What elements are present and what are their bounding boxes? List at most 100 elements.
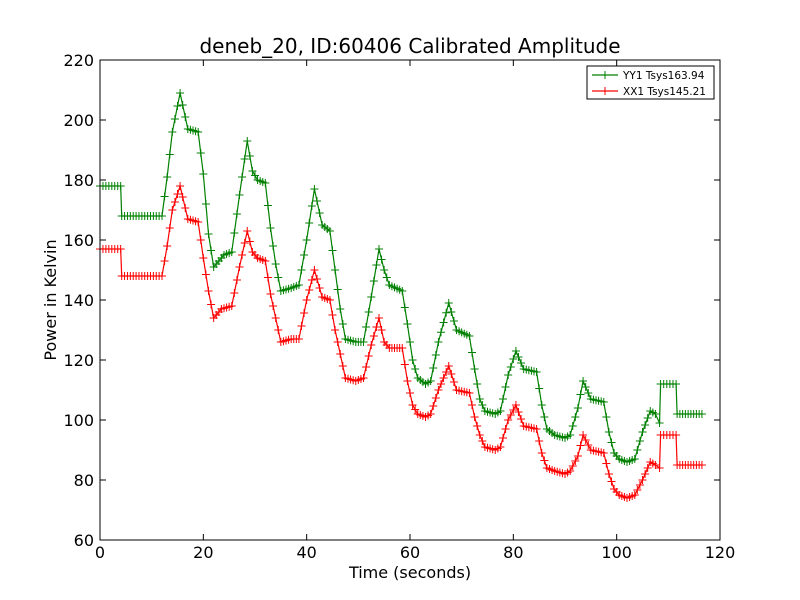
data-point xyxy=(178,193,187,201)
data-point xyxy=(382,273,391,282)
data-point xyxy=(269,242,278,250)
data-point xyxy=(638,428,647,436)
data-point xyxy=(400,360,409,369)
series-line xyxy=(100,92,702,463)
data-point xyxy=(504,416,513,424)
data-point xyxy=(630,455,639,463)
data-point xyxy=(271,314,280,322)
data-point xyxy=(465,389,474,397)
data-point xyxy=(506,363,515,371)
data-point xyxy=(313,197,321,205)
data-point xyxy=(426,410,435,418)
data-point xyxy=(434,386,443,394)
data-point xyxy=(444,299,453,307)
data-point xyxy=(196,236,205,244)
data-point xyxy=(468,348,476,357)
data-point xyxy=(406,338,414,346)
data-point xyxy=(245,237,254,246)
data-point xyxy=(478,437,487,445)
data-point xyxy=(697,461,706,469)
data-point xyxy=(369,332,378,340)
data-point xyxy=(465,332,474,340)
data-point xyxy=(235,263,244,271)
data-point xyxy=(630,491,639,499)
x-tick-label: 40 xyxy=(296,543,316,562)
x-tick-label: 0 xyxy=(95,543,105,562)
x-tick-label: 20 xyxy=(193,543,213,562)
data-point xyxy=(165,150,174,159)
data-point xyxy=(261,179,270,187)
y-tick-label: 160 xyxy=(63,231,94,250)
data-point xyxy=(573,404,582,412)
data-point xyxy=(398,287,407,295)
data-point xyxy=(173,190,182,198)
data-point xyxy=(496,407,505,415)
data-point xyxy=(504,371,513,379)
data-point xyxy=(116,245,125,253)
data-point xyxy=(633,446,642,454)
data-point xyxy=(437,328,445,337)
data-point xyxy=(429,364,438,372)
data-point xyxy=(333,285,342,294)
data-point xyxy=(449,317,458,325)
data-point xyxy=(514,408,523,416)
data-point xyxy=(160,192,169,201)
data-point xyxy=(238,251,247,259)
data-point xyxy=(400,303,409,312)
data-point xyxy=(300,251,309,259)
data-point xyxy=(263,201,272,210)
data-point xyxy=(367,341,376,349)
data-point xyxy=(470,413,479,421)
data-point xyxy=(511,347,520,355)
data-point xyxy=(199,170,208,178)
data-point xyxy=(398,344,407,352)
data-point xyxy=(599,398,608,406)
data-point xyxy=(426,377,435,385)
data-point xyxy=(697,410,706,418)
legend-box xyxy=(586,65,715,100)
data-point xyxy=(406,389,414,397)
data-point xyxy=(584,389,593,397)
data-point xyxy=(300,309,309,317)
data-point xyxy=(607,477,616,486)
data-point xyxy=(338,320,347,328)
data-point xyxy=(506,411,515,419)
data-point xyxy=(310,185,319,193)
data-point xyxy=(568,422,577,430)
y-tick-label: 200 xyxy=(63,111,94,130)
data-point xyxy=(251,171,259,180)
data-point xyxy=(201,270,210,279)
data-point xyxy=(377,255,386,264)
data-point xyxy=(325,227,334,235)
data-point xyxy=(604,470,613,478)
data-point xyxy=(372,323,381,331)
data-point xyxy=(509,406,518,414)
data-point xyxy=(468,401,476,409)
y-tick-label: 80 xyxy=(74,471,94,490)
y-tick-label: 220 xyxy=(63,51,94,70)
data-point xyxy=(230,229,239,237)
data-point xyxy=(160,257,169,265)
data-point xyxy=(501,425,510,433)
data-point xyxy=(537,401,546,409)
data-point xyxy=(473,380,482,388)
data-point xyxy=(537,449,546,457)
data-point xyxy=(331,266,340,274)
data-point xyxy=(302,236,311,244)
data-point xyxy=(307,276,316,284)
data-point xyxy=(230,289,239,297)
data-point xyxy=(655,419,664,427)
data-point xyxy=(571,457,580,465)
data-point xyxy=(181,204,190,212)
data-point xyxy=(375,314,383,322)
data-point xyxy=(475,431,484,439)
x-axis-label: Time (seconds) xyxy=(348,563,471,582)
data-point xyxy=(232,210,241,218)
data-point xyxy=(403,377,412,385)
data-point xyxy=(496,443,505,451)
series-line xyxy=(100,183,702,499)
data-point xyxy=(238,173,247,181)
data-point xyxy=(478,401,487,409)
legend-marker xyxy=(601,71,609,79)
data-point xyxy=(444,362,453,370)
